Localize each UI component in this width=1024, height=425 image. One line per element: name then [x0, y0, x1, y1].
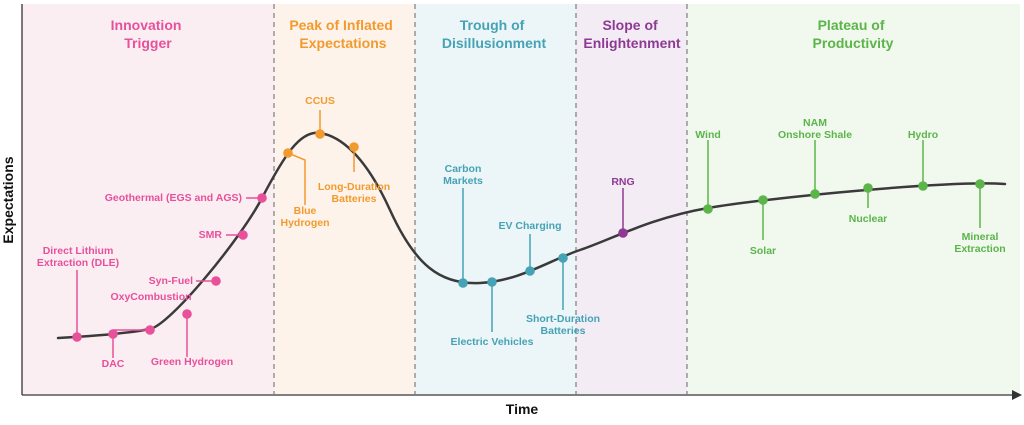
marker-dot-sdb [558, 253, 568, 263]
label-solar: Solar [750, 245, 776, 257]
label-line-ldb-1: Batteries [332, 193, 377, 205]
marker-dot-blueh2 [283, 148, 293, 158]
label-line-nuclear-0: Nuclear [849, 213, 888, 225]
label-ev: Electric Vehicles [451, 336, 534, 348]
phase-title-plateau: Plateau of Productivity [813, 17, 894, 51]
marker-dot-oxy [145, 325, 155, 335]
label-smr: SMR [199, 229, 223, 241]
marker-dot-nam [810, 189, 820, 199]
marker-dot-hydro [918, 181, 928, 191]
phase-band-plateau [687, 4, 1020, 394]
label-sdb: Short-Duration Batteries [526, 313, 600, 337]
label-mineral: Mineral Extraction [954, 231, 1005, 255]
label-line-blueh2-0: Blue [294, 205, 317, 217]
label-line-nam-0: NAM [803, 117, 827, 129]
label-line-rng-0: RNG [611, 176, 634, 188]
phase-band-peak [274, 4, 415, 394]
label-line-dle-1: Extraction (DLE) [37, 257, 119, 269]
label-line-oxy-0: OxyCombustion [110, 291, 191, 303]
label-blueh2: Blue Hydrogen [280, 205, 329, 229]
label-dle: Direct Lithium Extraction (DLE) [37, 245, 119, 269]
marker-dot-carbon [458, 278, 468, 288]
marker-dot-mineral [975, 179, 985, 189]
marker-dot-geo [257, 193, 267, 203]
marker-dot-dle [72, 332, 82, 342]
label-line-carbon-0: Carbon [445, 163, 482, 175]
x-axis-title: Time [506, 401, 539, 417]
label-wind: Wind [695, 129, 721, 141]
label-rng: RNG [611, 176, 634, 188]
label-line-mineral-0: Mineral [962, 231, 999, 243]
phase-title-trigger: Innovation Trigger [111, 17, 186, 51]
marker-dot-ev [487, 277, 497, 287]
label-dac: DAC [102, 358, 125, 370]
label-line-nam-1: Onshore Shale [778, 129, 852, 141]
marker-dot-evc [525, 266, 535, 276]
label-hydro: Hydro [908, 129, 938, 141]
label-carbon: Carbon Markets [443, 163, 483, 187]
y-axis-title: Expectations [0, 156, 16, 243]
label-line-dle-0: Direct Lithium [43, 245, 114, 257]
label-geo: Geothermal (EGS and AGS) [105, 192, 242, 204]
phase-band-trough [415, 4, 576, 394]
label-nam: NAM Onshore Shale [778, 117, 852, 141]
technology-markers: Direct Lithium Extraction (DLE) DAC OxyComb… [37, 95, 1006, 370]
label-line-dac-0: DAC [102, 358, 125, 370]
label-line-ccus-0: CCUS [305, 95, 335, 107]
marker-dot-smr [238, 230, 248, 240]
label-ccus: CCUS [305, 95, 335, 107]
phase-title-trough: Trough of Disillusionment [442, 17, 547, 51]
marker-dot-nuclear [863, 183, 873, 193]
label-ldb: Long-Duration Batteries [318, 181, 390, 205]
phase-band-slope [576, 4, 687, 394]
marker-dot-ccus [315, 129, 325, 139]
label-line-solar-0: Solar [750, 245, 776, 257]
label-line-sdb-1: Batteries [541, 325, 586, 337]
label-line-blueh2-1: Hydrogen [280, 217, 329, 229]
label-line-ev-0: Electric Vehicles [451, 336, 534, 348]
label-synfuel: Syn-Fuel [149, 275, 193, 287]
label-line-synfuel-0: Syn-Fuel [149, 275, 193, 287]
marker-dot-wind [703, 204, 713, 214]
marker-dot-solar [758, 195, 768, 205]
marker-dot-greenh2 [182, 309, 192, 319]
label-oxy: OxyCombustion [110, 291, 191, 303]
label-line-hydro-0: Hydro [908, 129, 938, 141]
marker-dot-dac [108, 329, 118, 339]
label-line-carbon-1: Markets [443, 175, 483, 187]
marker-dot-rng [618, 228, 628, 238]
label-line-ldb-0: Long-Duration [318, 181, 390, 193]
label-line-wind-0: Wind [695, 129, 721, 141]
connector-blueh2 [287, 152, 306, 205]
phase-dividers [273, 4, 688, 394]
label-line-evc-0: EV Charging [498, 220, 561, 232]
phase-title-slope: Slope of Enlightenment [583, 17, 681, 51]
label-greenh2: Green Hydrogen [151, 356, 233, 368]
label-line-mineral-1: Extraction [954, 243, 1005, 255]
label-line-sdb-0: Short-Duration [526, 313, 600, 325]
label-line-greenh2-0: Green Hydrogen [151, 356, 233, 368]
label-nuclear: Nuclear [849, 213, 888, 225]
marker-dot-ldb [349, 142, 359, 152]
marker-dot-synfuel [211, 276, 221, 286]
label-line-geo-0: Geothermal (EGS and AGS) [105, 192, 242, 204]
phase-title-peak: Peak of Inflated Expectations [289, 17, 396, 51]
x-axis-arrow [1012, 390, 1022, 400]
label-line-smr-0: SMR [199, 229, 223, 241]
label-evc: EV Charging [498, 220, 561, 232]
